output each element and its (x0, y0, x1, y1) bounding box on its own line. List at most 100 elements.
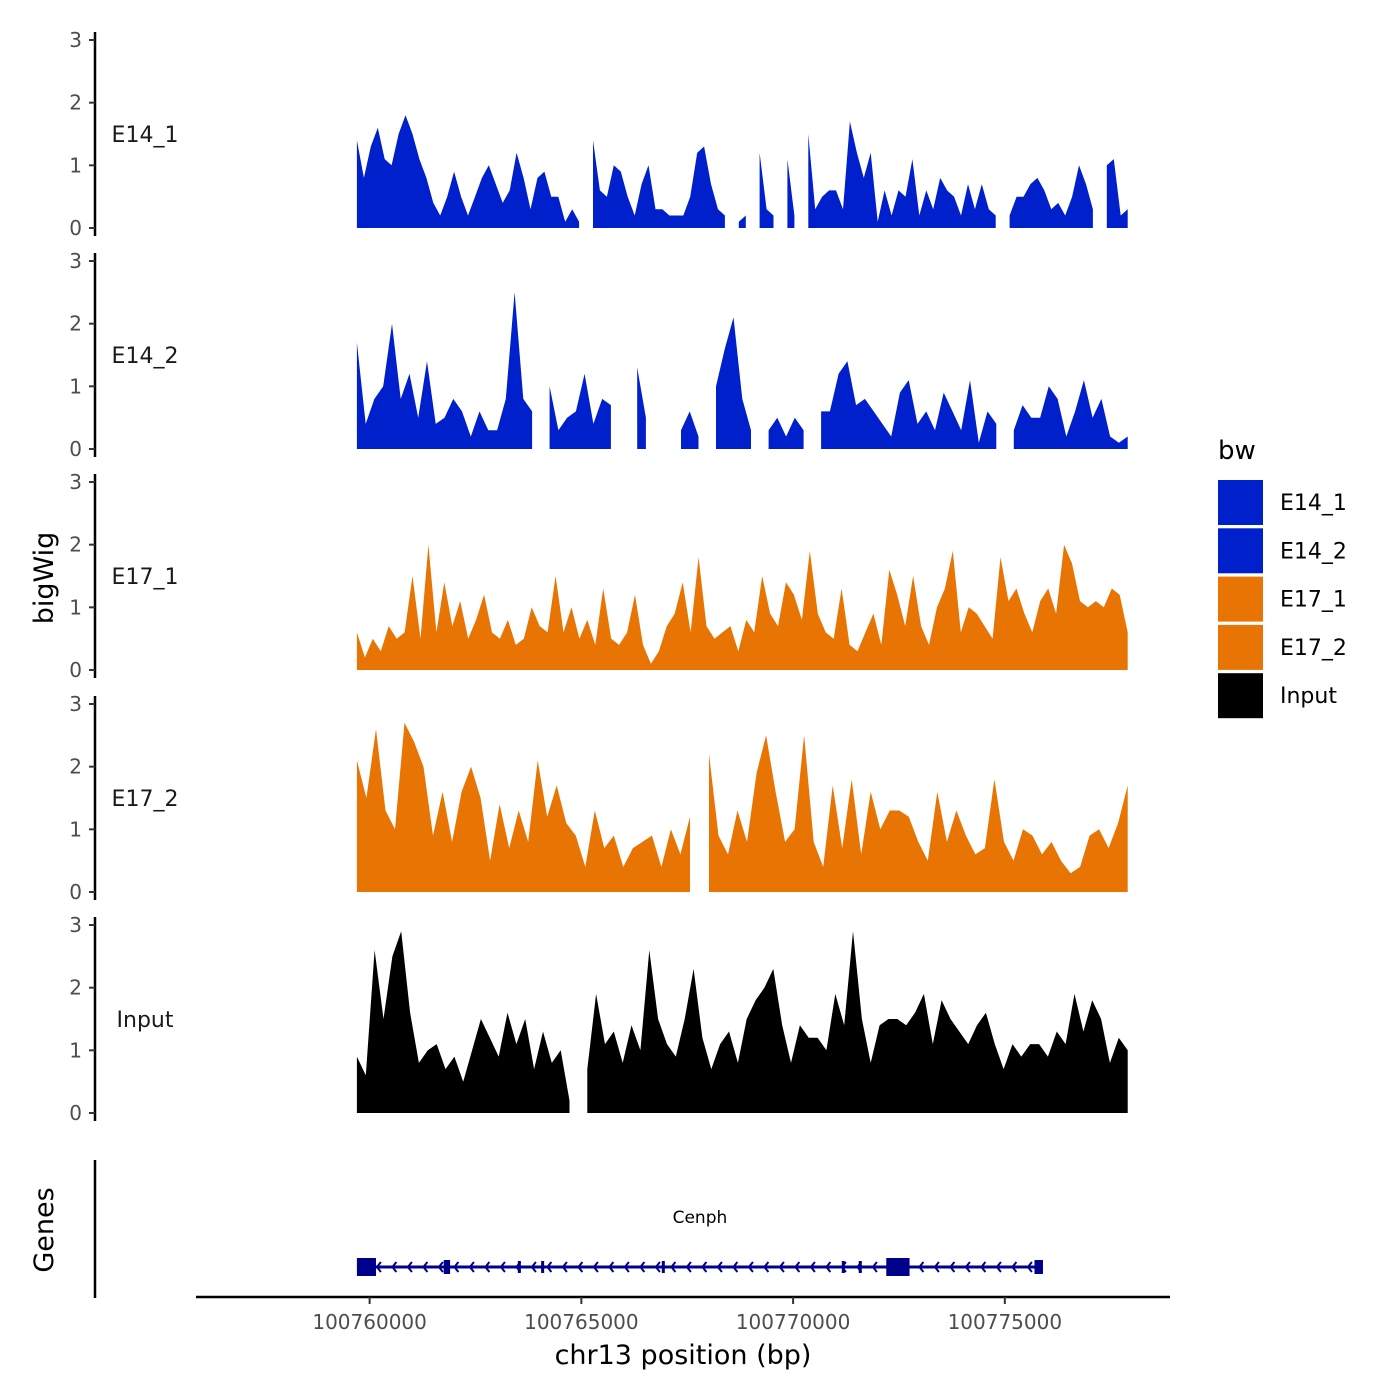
exon (661, 1261, 665, 1273)
strand-arrow (1011, 1261, 1018, 1273)
legend-swatch-E14_1 (1218, 480, 1263, 525)
strand-arrow (422, 1261, 429, 1273)
track-label-E17_1: E17_1 (112, 565, 179, 590)
exon (886, 1258, 910, 1276)
y-tick-label: 2 (69, 533, 82, 557)
signal-area-E14_1 (759, 152, 774, 228)
strand-arrow (995, 1261, 1002, 1273)
strand-arrow (964, 1261, 971, 1273)
legend-swatch-E14_2 (1218, 528, 1263, 574)
strand-arrow (778, 1261, 785, 1273)
legend-label-Input: Input (1280, 684, 1337, 709)
y-tick-label: 1 (69, 817, 82, 841)
track-E14_1: 0 1 2 3 E14_1 (69, 28, 1128, 240)
signal-area-E14_2 (549, 373, 611, 449)
gene-label: Cenph (673, 1208, 728, 1228)
strand-arrow (871, 1261, 878, 1273)
y-tick-label: 1 (69, 153, 82, 177)
strand-arrow (670, 1261, 677, 1273)
signal-area-E14_1 (808, 121, 996, 228)
y-tick-label: 3 (69, 913, 82, 937)
y-tick-label: 3 (69, 470, 82, 494)
signal-area-E14_1 (1106, 159, 1128, 228)
legend-swatch-E17_1 (1218, 576, 1263, 622)
signal-area-Input (587, 931, 1128, 1113)
y-tick-label: 3 (69, 692, 82, 716)
strand-arrow (561, 1261, 568, 1273)
exon (541, 1261, 545, 1273)
strand-arrow (391, 1261, 398, 1273)
strand-arrow (825, 1261, 832, 1273)
x-tick-label: 100770000 (736, 1310, 851, 1334)
strand-arrow (654, 1261, 661, 1273)
strand-arrow (747, 1261, 754, 1273)
strand-arrow (608, 1261, 615, 1273)
x-tick-label: 100765000 (524, 1310, 639, 1334)
x-tick-label: 100775000 (948, 1310, 1063, 1334)
signal-area-E17_1 (356, 544, 1128, 670)
legend-label-E14_1: E14_1 (1280, 491, 1347, 516)
y-tick-label: 2 (69, 976, 82, 1000)
y-tick-label: 0 (69, 437, 82, 461)
strand-arrow (468, 1261, 475, 1273)
strand-arrow (732, 1261, 739, 1273)
track-Input: 0 1 2 3 Input (69, 913, 1128, 1125)
strand-arrow (918, 1261, 925, 1273)
signal-area-E14_1 (738, 215, 746, 228)
track-label-E14_2: E14_2 (112, 344, 179, 369)
x-axis: 100760000 100765000 100770000 100775000 (196, 1295, 1170, 1334)
legend-swatch-E17_2 (1218, 624, 1263, 670)
y-tick-label: 2 (69, 91, 82, 115)
signal-tracks: 0 1 2 3 E14_1 0 1 2 3 E14_2 0 1 2 3 E17_1 0 1 2 3 E17_2 0 1 2 3… (69, 28, 1128, 1125)
legend-label-E14_2: E14_2 (1280, 539, 1347, 564)
track-E17_1: 0 1 2 3 E17_1 (69, 470, 1128, 682)
exon (356, 1258, 376, 1276)
track-label-E17_2: E17_2 (112, 787, 179, 812)
track-E17_2: 0 1 2 3 E17_2 (69, 692, 1128, 904)
signal-area-E14_1 (593, 140, 725, 228)
strand-arrow (716, 1261, 723, 1273)
track-E14_2: 0 1 2 3 E14_2 (69, 249, 1128, 461)
strand-arrow (685, 1261, 692, 1273)
exon (443, 1260, 451, 1274)
strand-arrow (809, 1261, 816, 1273)
strand-arrow (546, 1261, 553, 1273)
y-tick-label: 1 (69, 595, 82, 619)
signal-area-E14_2 (821, 361, 997, 449)
y-tick-label: 3 (69, 249, 82, 273)
signal-area-Input (356, 931, 570, 1113)
strand-arrow (763, 1261, 770, 1273)
signal-area-E14_2 (637, 367, 646, 449)
strand-arrow (933, 1261, 940, 1273)
strand-arrow (1026, 1261, 1033, 1273)
y-tick-label: 0 (69, 1101, 82, 1125)
signal-area-E14_2 (716, 317, 751, 449)
legend-label-E17_1: E17_1 (1280, 588, 1347, 613)
y-tick-label: 2 (69, 755, 82, 779)
signal-area-E17_2 (709, 735, 1128, 892)
x-tick-label: 100760000 (312, 1310, 427, 1334)
y-tick-label: 3 (69, 28, 82, 52)
legend: bw E14_1 E14_2 E17_1 E17_2 Input (1218, 436, 1347, 719)
strand-arrow (639, 1261, 646, 1273)
strand-arrow (980, 1261, 987, 1273)
signal-area-E17_2 (356, 722, 690, 892)
gene-track-title: Genes (29, 1187, 60, 1272)
strand-arrow (530, 1261, 537, 1273)
y-tick-label: 0 (69, 216, 82, 240)
exon (858, 1261, 862, 1273)
strand-arrow (577, 1261, 584, 1273)
y-tick-label: 0 (69, 658, 82, 682)
strand-arrow (484, 1261, 491, 1273)
signal-area-E14_1 (356, 115, 580, 228)
y-tick-label: 1 (69, 1038, 82, 1062)
exon (1034, 1260, 1043, 1274)
y-tick-label: 0 (69, 880, 82, 904)
strand-arrow (623, 1261, 630, 1273)
strand-arrow (499, 1261, 506, 1273)
signal-area-E14_2 (356, 292, 533, 449)
exon (517, 1261, 521, 1273)
exon (841, 1261, 845, 1273)
strand-arrow (406, 1261, 413, 1273)
